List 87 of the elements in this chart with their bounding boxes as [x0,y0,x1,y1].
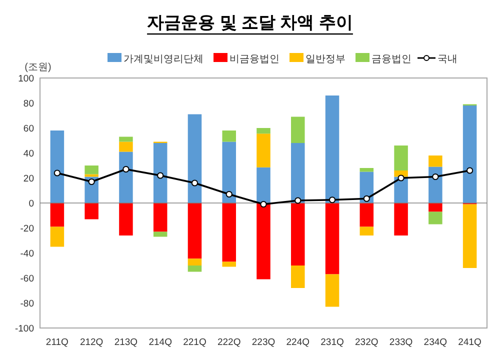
bar [50,226,64,247]
x-tick-label: 211Q [46,337,68,348]
bar [222,130,236,142]
x-tick-label: 223Q [252,337,276,348]
bar [428,203,442,212]
bar [256,134,270,168]
point [398,174,404,182]
bar [256,203,270,280]
bar [325,203,340,274]
bar [153,232,168,237]
y-tick-label: 100 [18,74,34,84]
bar [394,146,408,170]
point [226,190,232,198]
bar [325,274,340,307]
bar [291,116,305,143]
x-tick-label: 213Q [114,337,138,348]
point [363,195,370,202]
bar [50,203,64,227]
bar [119,152,133,203]
bar [394,203,408,236]
bar [291,203,305,266]
point [157,172,164,179]
y-axis-title: (조원) [24,62,52,73]
bar [188,266,202,272]
point [432,173,439,180]
x-tick-label: 232Q [355,337,378,348]
y-tick-label: 40 [23,148,34,160]
bar [360,226,374,236]
point [328,196,336,204]
bar [462,106,477,203]
x-tick-label: 214Q [148,337,172,348]
x-tick-label: 222Q [217,337,241,348]
y-tick-label: -20 [20,224,34,234]
y-tick-label: -60 [20,274,34,284]
bar [84,174,98,177]
bar [256,128,270,134]
bar [256,167,270,203]
y-tick-label: 0 [28,198,34,210]
bar [84,203,98,220]
x-tick-label: 233Q [389,337,413,348]
legend-label: 금융법인 [372,54,412,65]
bar [153,143,168,203]
bar [428,212,442,224]
bar [462,204,477,268]
point [260,200,267,208]
y-tick-label: 20 [23,174,34,184]
bar [291,143,305,203]
x-tick-label: 234Q [424,337,448,348]
bar [360,168,374,172]
bar [222,262,236,267]
point [122,166,130,173]
legend-label: 가계및비영리단체 [124,54,204,65]
y-tick-label: -100 [14,324,34,334]
x-tick-label: 241Q [458,337,482,348]
y-tick-label: 80 [23,98,34,110]
x-tick-label: 224Q [286,337,310,348]
y-tick-label: -40 [20,248,34,260]
x-tick-label: 231Q [320,337,344,348]
y-tick-label: 60 [23,124,34,134]
bar [222,142,236,203]
bar [119,136,133,142]
point [191,180,198,186]
x-tick-label: 212Q [80,337,104,348]
y-tick-label: -80 [20,298,34,310]
x-tick-label: 221Q [183,337,206,348]
legend-label: 비금융법인 [230,54,280,65]
point [294,197,302,204]
bar [428,166,442,203]
point [54,170,60,176]
point [88,178,95,186]
bar [188,203,202,259]
bar [428,156,442,167]
legend-label: 국내 [438,54,458,65]
bar [153,203,168,232]
bar [50,130,64,203]
legend-label: 일반정부 [306,54,346,65]
bar [325,96,340,203]
bar [188,258,202,266]
point [466,167,474,174]
bar [119,142,133,152]
bar [222,203,236,262]
bar [360,203,374,227]
chart-title: 자금운용 및 조달 차액 추이 [147,13,353,32]
bar [291,266,305,288]
bar [119,203,133,236]
bar [84,166,98,174]
bar [188,114,202,203]
